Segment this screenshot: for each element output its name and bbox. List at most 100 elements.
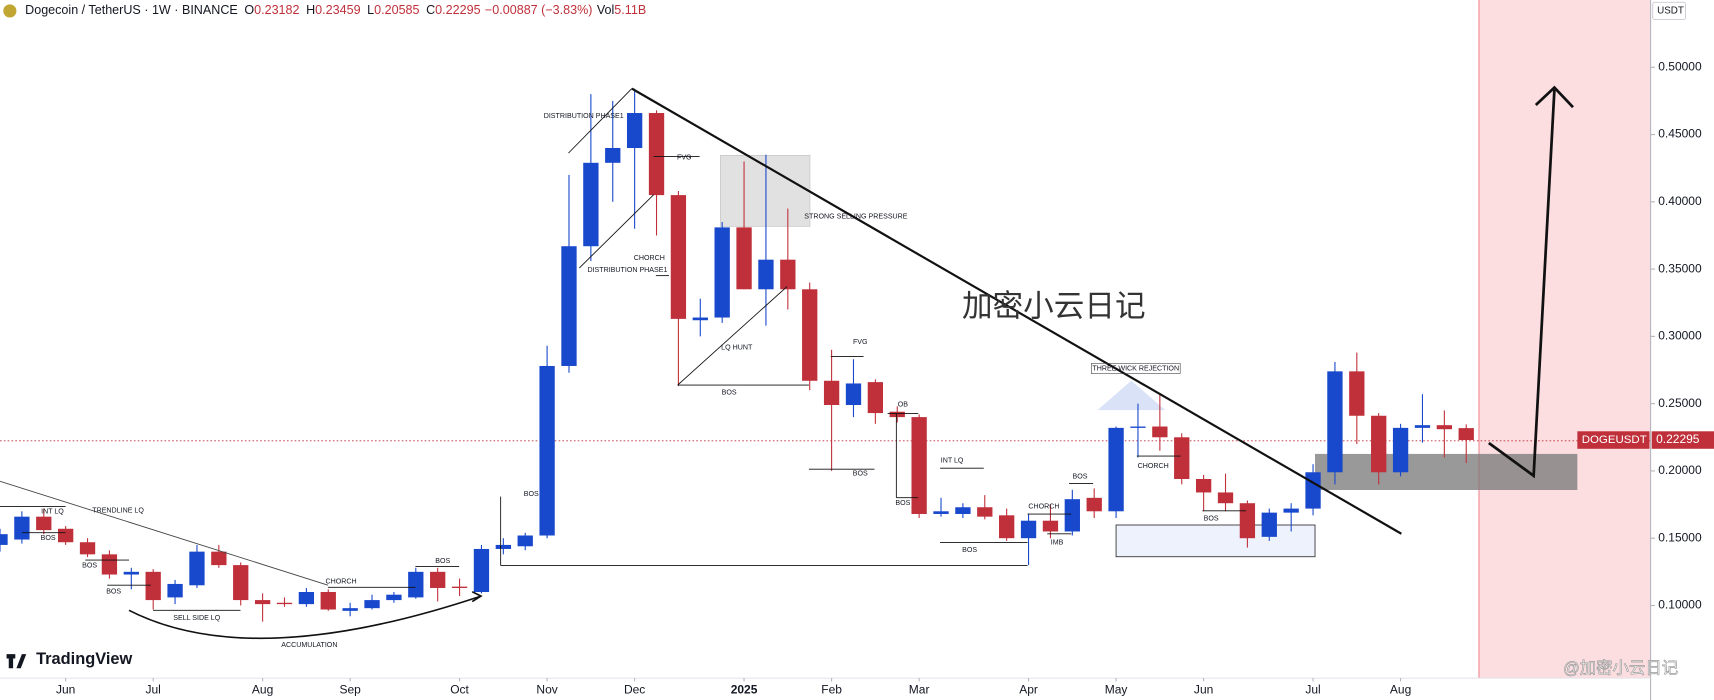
header-item: 0.23182: [254, 3, 299, 17]
header-text: Dogecoin / TetherUS · 1W · BINANCE O0.231…: [25, 3, 646, 17]
candle-body: [867, 382, 884, 414]
annotation: BOS: [962, 546, 977, 554]
x-tick-label: 2025: [731, 682, 758, 696]
target-zone: [1478, 0, 1651, 679]
candle-body: [1020, 520, 1037, 539]
annotation: TRENDLINE LQ: [92, 507, 144, 515]
x-tick-label: Jul: [146, 682, 161, 696]
candle-body: [189, 551, 205, 586]
price-tag-text: 0.22295: [1656, 432, 1700, 446]
annotation: CHORCH: [1028, 502, 1059, 510]
annotation: CHORCH: [325, 578, 356, 586]
x-tick-label: Aug: [1390, 682, 1411, 696]
candle-body: [1327, 371, 1343, 473]
candle-body: [1086, 497, 1102, 512]
annotation: DISTRIBUTION PHASE1: [544, 112, 624, 120]
distribution-line: [568, 88, 633, 154]
x-tick-label: Oct: [450, 682, 469, 696]
candle-body: [1064, 499, 1080, 532]
header: Dogecoin / TetherUS · 1W · BINANCE O0.231…: [3, 3, 646, 18]
annotation: FVG: [677, 153, 692, 161]
candle-body: [1436, 425, 1453, 430]
header-item: Dogecoin / TetherUS · 1W · BINANCE: [25, 3, 238, 17]
x-tick-label: Jul: [1305, 682, 1320, 696]
candle-body: [145, 571, 161, 601]
annotation: STRONG SELLING PRESSURE: [804, 212, 908, 220]
annotation: IMB: [1051, 538, 1064, 546]
header-item: −0.00887 (−3.83%): [485, 3, 593, 17]
candle-body: [977, 507, 993, 517]
candle-body: [955, 507, 971, 514]
candle-body: [1458, 428, 1474, 441]
x-tick-label: Apr: [1019, 682, 1038, 696]
unit-box: [1652, 1, 1686, 21]
candle-body: [430, 571, 446, 588]
y-tick-label: 0.40000: [1658, 194, 1702, 208]
annotation: SELL SIDE LQ: [173, 614, 221, 622]
projection-arrow: [1488, 89, 1556, 479]
candle-body: [583, 162, 599, 247]
candle-body: [1130, 426, 1146, 428]
header-item: 5.11B: [614, 3, 646, 17]
unit-label: USDT: [1657, 6, 1684, 17]
candle-body: [1261, 512, 1277, 537]
candle-body: [539, 365, 555, 536]
candle-body: [451, 586, 468, 588]
candle-body: [999, 515, 1015, 539]
candle-body: [1305, 472, 1321, 509]
candle-body: [1108, 427, 1124, 512]
candle-body: [780, 259, 796, 290]
candle-body: [1042, 520, 1059, 532]
header-item: C: [426, 3, 435, 17]
projection-head: [1534, 85, 1574, 109]
candle-body: [495, 544, 511, 549]
x-tick-label: Mar: [909, 682, 930, 696]
annotation: ACCUMULATION: [281, 641, 337, 649]
candle-body: [1349, 371, 1365, 416]
price-tag: [1651, 431, 1714, 449]
candle-body: [58, 528, 74, 543]
annotation: BOS: [1204, 514, 1219, 522]
annotation: THREE WICK REJECTION: [1092, 364, 1179, 372]
x-tick-label: Feb: [821, 682, 842, 696]
annotation: LQ HUNT: [721, 344, 753, 352]
candle-body: [605, 148, 621, 163]
x-tick-label: May: [1105, 682, 1128, 696]
header-item: 0.23459: [315, 3, 360, 17]
y-tick-label: 0.25000: [1658, 396, 1702, 410]
candle-body: [14, 516, 30, 540]
distribution-line: [579, 194, 654, 269]
candle-body: [1152, 426, 1168, 438]
candle-body: [1239, 503, 1256, 539]
x-tick-label: Nov: [536, 682, 557, 696]
candle-body: [736, 227, 752, 290]
header-item: Vol: [597, 3, 614, 17]
candle-body: [211, 551, 227, 566]
candle-body: [670, 195, 687, 319]
logo-text: TradingView: [36, 650, 132, 668]
coin-icon: [3, 4, 17, 18]
candle-body: [1195, 478, 1212, 493]
candle-body: [823, 380, 840, 405]
candle-body: [802, 289, 818, 381]
rejection-arrow: [1097, 380, 1166, 411]
candle-body: [320, 592, 336, 610]
candle-body: [1174, 437, 1190, 479]
candle-body: [889, 411, 905, 418]
trendline-lq: [0, 480, 329, 586]
candle-body: [254, 600, 271, 605]
annotation: DISTRIBUTION PHASE1: [587, 266, 667, 274]
candle-body: [1414, 425, 1431, 428]
candle-body: [758, 259, 774, 290]
candle-body: [0, 534, 8, 545]
y-tick-label: 0.15000: [1658, 530, 1702, 544]
annotation: FVG: [853, 338, 868, 346]
candle-body: [123, 571, 139, 575]
candle-body: [101, 554, 118, 575]
candle-body: [233, 565, 249, 601]
candle-body: [167, 583, 183, 598]
fvg-box: [720, 155, 811, 227]
candle-body: [298, 592, 315, 605]
annotation: INT LQ: [941, 456, 964, 464]
